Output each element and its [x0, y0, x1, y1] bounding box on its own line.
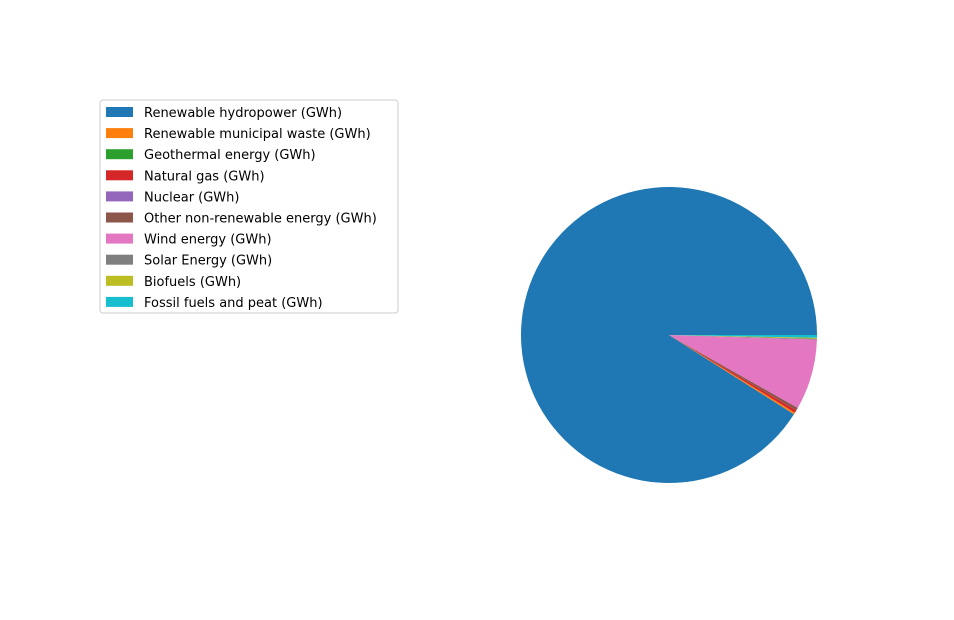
legend-swatch-wind-energy	[106, 233, 133, 244]
legend-label-other-non-renewable-energy: Other non-renewable energy (GWh)	[144, 212, 377, 227]
legend-swatch-fossil-fuels-and-peat	[106, 296, 133, 307]
legend-label-wind-energy: Wind energy (GWh)	[144, 233, 272, 248]
legend-swatch-nuclear	[106, 191, 133, 202]
legend-label-biofuels: Biofuels (GWh)	[144, 275, 241, 290]
legend-frame	[99, 99, 399, 314]
pie-chart	[521, 187, 817, 484]
pie-slice-natural-gas	[669, 335, 797, 413]
legend-swatch-renewable-hydropower	[106, 107, 133, 117]
chart-legend: Renewable hydropower (GWh) Renewable muni…	[99, 99, 399, 314]
legend-label-geothermal-energy: Geothermal energy (GWh)	[144, 148, 316, 163]
pie-slice-renewable-municipal-waste	[669, 335, 795, 415]
legend-swatch-geothermal-energy	[106, 149, 133, 160]
pie-slice-wind-energy	[669, 335, 817, 408]
legend-swatch-solar-energy	[106, 254, 133, 265]
legend-swatch-other-non-renewable-energy	[106, 212, 133, 223]
legend-label-nuclear: Nuclear (GWh)	[144, 190, 239, 205]
legend-swatch-renewable-municipal-waste	[106, 128, 133, 139]
pie-slice-fossil-fuels-and-peat	[669, 335, 817, 338]
legend-label-renewable-hydropower: Renewable hydropower (GWh)	[144, 106, 342, 121]
pie-slice-solar-energy	[669, 335, 817, 340]
legend-label-solar-energy: Solar Energy (GWh)	[144, 254, 272, 269]
legend-label-renewable-municipal-waste: Renewable municipal waste (GWh)	[144, 127, 371, 142]
pie-slice-biofuels	[669, 335, 817, 339]
legend-label-fossil-fuels-and-peat: Fossil fuels and peat (GWh)	[144, 296, 323, 311]
pie-slice-other-non-renewable-energy	[669, 335, 798, 411]
legend-swatch-natural-gas	[106, 170, 133, 181]
legend-label-natural-gas: Natural gas (GWh)	[144, 169, 265, 184]
legend-swatch-biofuels	[106, 275, 133, 286]
